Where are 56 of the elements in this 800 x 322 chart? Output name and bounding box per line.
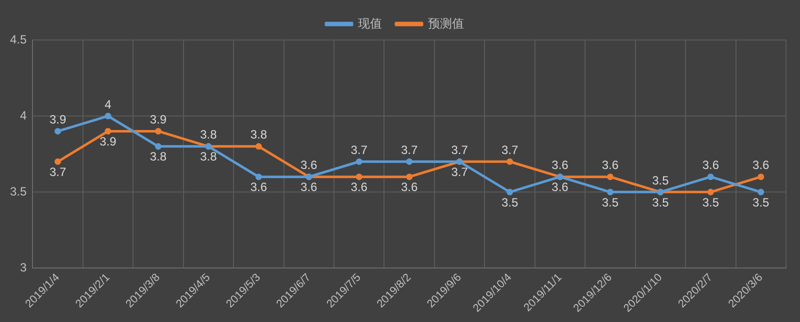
data-label: 3.6 — [350, 180, 368, 194]
data-label: 3.7 — [451, 164, 468, 179]
data-label: 3.8 — [200, 150, 218, 164]
data-label: 3.8 — [200, 128, 218, 142]
data-label: 3.6 — [250, 180, 268, 194]
legend-label: 预测值 — [428, 16, 464, 30]
point — [707, 174, 714, 180]
data-label: 3.6 — [300, 158, 318, 172]
point — [255, 174, 262, 180]
data-label: 3.6 — [602, 158, 619, 172]
point — [154, 143, 162, 150]
data-label: 3.5 — [652, 195, 670, 210]
y-tick-label: 3 — [20, 260, 27, 274]
data-label: 3.6 — [702, 158, 720, 172]
point — [356, 174, 362, 180]
point — [506, 158, 514, 165]
data-label: 3.6 — [752, 158, 770, 172]
y-tick-label: 4.5 — [10, 32, 27, 46]
point — [255, 143, 262, 150]
data-label: 3.5 — [652, 173, 670, 188]
data-label: 3.6 — [552, 158, 569, 172]
data-label: 3.9 — [100, 134, 117, 149]
point — [54, 128, 62, 134]
y-tick-label: 4 — [20, 108, 27, 122]
data-label: 3.5 — [602, 195, 619, 210]
point — [606, 188, 614, 196]
data-label: 3.7 — [501, 142, 518, 157]
y-tick-label: 3.5 — [10, 184, 27, 198]
point — [104, 128, 112, 134]
data-label: 3.7 — [350, 142, 368, 157]
data-label: 3.7 — [49, 164, 66, 179]
point — [758, 188, 764, 196]
data-label: 3.9 — [49, 112, 66, 127]
data-label: 3.5 — [752, 195, 770, 210]
point — [104, 112, 112, 120]
legend-label: 现值 — [358, 16, 382, 30]
data-label: 3.7 — [451, 142, 468, 157]
point — [406, 174, 413, 180]
data-label: 3.6 — [300, 180, 318, 194]
data-label: 3.8 — [150, 150, 167, 164]
point — [707, 188, 714, 196]
point — [356, 158, 362, 165]
data-label: 3.5 — [702, 195, 720, 210]
point — [154, 128, 162, 134]
data-label: 3.6 — [552, 180, 569, 194]
data-label: 4 — [104, 97, 112, 112]
data-label: 3.8 — [250, 128, 268, 142]
data-label: 3.5 — [501, 195, 518, 210]
data-label: 3.9 — [150, 112, 167, 127]
point — [54, 158, 62, 165]
data-label: 3.7 — [400, 142, 418, 157]
point — [758, 174, 764, 180]
data-label: 3.6 — [400, 180, 418, 194]
point — [506, 188, 514, 196]
point — [406, 158, 413, 165]
point — [606, 174, 614, 180]
